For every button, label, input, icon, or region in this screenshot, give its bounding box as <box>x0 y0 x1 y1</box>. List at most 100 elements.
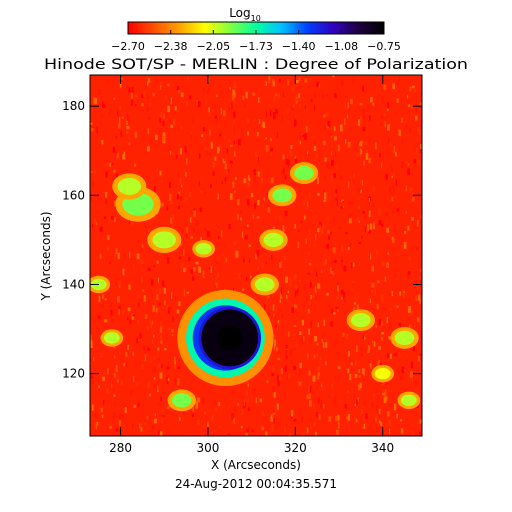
texture-cell <box>248 174 251 182</box>
texture-cell <box>307 353 309 358</box>
texture-cell <box>329 132 333 136</box>
texture-cell <box>341 261 343 269</box>
texture-cell <box>161 202 164 207</box>
texture-cell <box>118 122 121 129</box>
texture-cell <box>357 205 361 210</box>
texture-cell <box>270 109 272 117</box>
texture-cell <box>117 252 120 260</box>
texture-cell <box>303 215 306 220</box>
texture-cell <box>303 283 307 290</box>
texture-cell <box>411 197 415 202</box>
texture-cell <box>244 104 246 108</box>
texture-cell <box>319 232 321 237</box>
texture-cell <box>353 173 355 179</box>
texture-cell <box>324 361 327 366</box>
texture-cell <box>316 386 318 390</box>
y-tick-label: 140 <box>62 277 85 291</box>
texture-cell <box>294 284 298 290</box>
texture-cell <box>99 226 103 232</box>
texture-cell <box>379 321 383 326</box>
texture-cell <box>364 141 368 145</box>
texture-cell <box>333 136 337 141</box>
texture-cell <box>277 350 281 354</box>
texture-cell <box>369 426 371 431</box>
texture-cell <box>196 399 198 403</box>
texture-cell <box>398 76 400 82</box>
texture-cell <box>416 317 420 323</box>
texture-cell <box>193 210 196 217</box>
texture-cell <box>319 404 323 410</box>
texture-cell <box>404 369 406 372</box>
texture-cell <box>345 138 347 144</box>
texture-cell <box>96 126 98 134</box>
texture-cell <box>131 313 134 320</box>
texture-cell <box>310 303 313 311</box>
texture-cell <box>282 154 285 160</box>
texture-cell <box>385 380 387 386</box>
texture-cell <box>411 430 414 435</box>
texture-cell <box>178 191 181 197</box>
texture-cell <box>307 200 309 208</box>
texture-cell <box>307 309 311 314</box>
texture-cell <box>93 97 96 105</box>
texture-cell <box>334 375 337 381</box>
texture-cell <box>132 314 136 317</box>
texture-cell <box>94 271 96 276</box>
texture-cell <box>314 243 316 246</box>
texture-cell <box>270 147 274 152</box>
texture-cell <box>350 98 353 105</box>
texture-cell <box>346 416 349 420</box>
texture-cell <box>272 304 275 311</box>
texture-cell <box>164 284 167 288</box>
texture-cell <box>337 366 341 369</box>
texture-cell <box>110 309 113 316</box>
texture-cell <box>127 307 131 312</box>
texture-cell <box>404 230 407 235</box>
texture-cell <box>360 409 364 415</box>
texture-cell <box>266 296 268 304</box>
texture-cell <box>130 389 133 396</box>
texture-cell <box>331 258 334 265</box>
texture-cell <box>356 304 360 311</box>
blob <box>195 243 212 255</box>
texture-cell <box>233 80 237 88</box>
texture-cell <box>109 301 112 307</box>
texture-cell <box>153 356 156 361</box>
texture-cell <box>181 184 183 188</box>
texture-cell <box>94 413 98 419</box>
texture-cell <box>101 101 104 108</box>
texture-cell <box>340 80 344 87</box>
texture-cell <box>158 305 160 309</box>
texture-cell <box>151 339 154 344</box>
texture-cell <box>332 247 336 253</box>
texture-cell <box>380 294 384 302</box>
texture-cell <box>179 419 181 425</box>
texture-cell <box>165 434 168 436</box>
texture-cell <box>339 124 343 132</box>
texture-cell <box>90 339 92 343</box>
texture-cell <box>233 417 235 424</box>
texture-cell <box>295 99 298 104</box>
texture-cell <box>359 116 363 124</box>
texture-cell <box>233 126 235 134</box>
texture-cell <box>324 259 327 265</box>
texture-cell <box>335 352 338 355</box>
texture-cell <box>376 250 378 256</box>
texture-cell <box>331 383 334 388</box>
texture-cell <box>202 87 205 92</box>
texture-cell <box>372 202 375 207</box>
texture-cell <box>147 128 150 134</box>
texture-cell <box>416 220 419 227</box>
texture-cell <box>299 104 302 108</box>
texture-cell <box>370 97 373 103</box>
texture-cell <box>247 224 249 228</box>
texture-cell <box>333 218 335 222</box>
texture-cell <box>364 213 367 219</box>
texture-cell <box>138 299 142 302</box>
texture-cell <box>277 357 280 361</box>
texture-cell <box>112 387 114 393</box>
blob <box>394 330 415 346</box>
texture-cell <box>151 279 154 286</box>
texture-cell <box>277 374 279 382</box>
texture-cell <box>272 256 274 261</box>
